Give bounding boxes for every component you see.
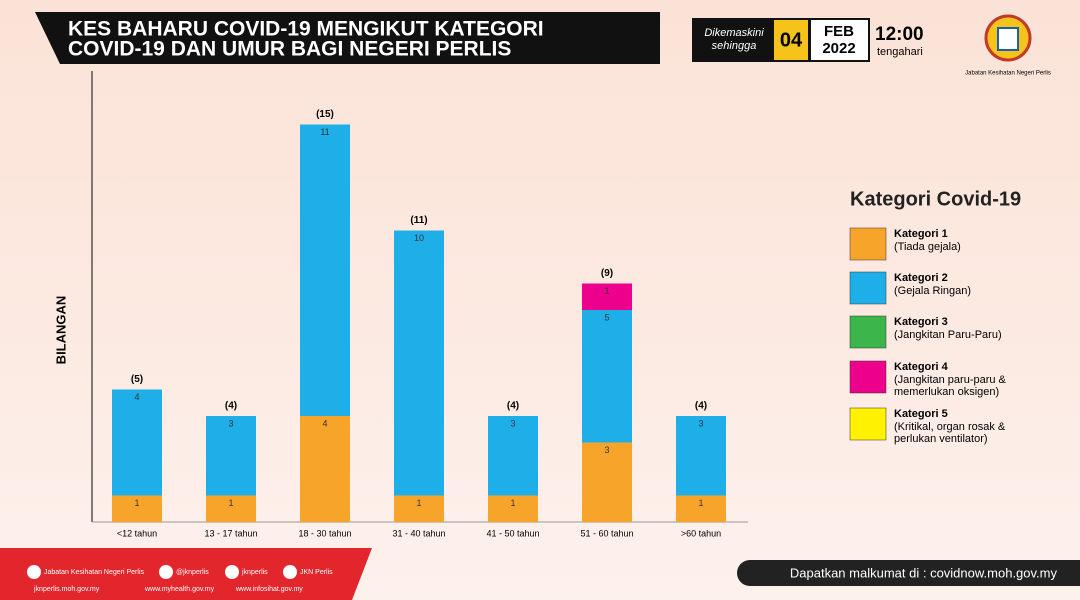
data-label: 11 — [320, 127, 329, 137]
data-label: 1 — [604, 286, 609, 296]
data-label: 3 — [604, 445, 609, 455]
bar-segment — [112, 495, 162, 522]
time-label: tengahari — [877, 46, 923, 58]
year: 2022 — [822, 40, 855, 57]
link: jknperlis.moh.gov.my — [33, 586, 100, 593]
twitter-icon — [159, 565, 173, 579]
data-label: 1 — [510, 498, 515, 508]
bar-segment — [582, 310, 632, 443]
web-icon — [283, 565, 297, 579]
x-tick-label: 18 - 30 tahun — [298, 528, 351, 538]
total-label: (4) — [225, 401, 237, 412]
bar-segment — [394, 230, 444, 496]
legend-name: Kategori 3 — [894, 316, 948, 328]
title-banner — [35, 12, 660, 64]
x-tick-label: 13 - 17 tahun — [204, 528, 257, 538]
x-tick-label: 31 - 40 tahun — [392, 528, 445, 538]
social: Jabatan Kesihatan Negeri Perlis — [44, 569, 145, 576]
total-label: (15) — [316, 109, 334, 120]
data-label: 4 — [134, 392, 139, 402]
month: FEB — [824, 23, 854, 40]
bar-segment — [676, 495, 726, 522]
x-tick-label: 51 - 60 tahun — [580, 528, 633, 538]
data-label: 1 — [228, 498, 233, 508]
bar-segment — [676, 416, 726, 496]
data-label: 1 — [134, 498, 139, 508]
social: JKN Perlis — [300, 569, 333, 576]
link: www.myhealth.gov.my — [144, 586, 215, 593]
info-bar — [737, 560, 1080, 586]
y-axis-label: BILANGAN — [53, 296, 68, 365]
legend-swatch — [849, 407, 887, 441]
bar-segment — [300, 124, 350, 416]
legend-description: (Kritikal, organ rosak & — [894, 421, 1006, 433]
title: KES BAHARU COVID-19 MENGIKUT KATEGORI — [68, 18, 544, 41]
bar-segment — [394, 495, 444, 522]
legend-swatch — [849, 271, 887, 305]
bar-segment — [300, 416, 350, 522]
data-label: 4 — [322, 418, 327, 428]
bar-segment — [112, 389, 162, 496]
legend-description: (Jangkitan paru-paru & — [894, 374, 1007, 386]
instagram-icon — [225, 565, 239, 579]
info: Dapatkan malkumat di : covidnow.moh.gov.… — [790, 565, 1058, 580]
legend-swatch — [849, 315, 887, 349]
x-tick-label: <12 tahun — [117, 528, 157, 538]
legend-description: (Gejala Ringan) — [894, 285, 971, 297]
data-label: 3 — [698, 418, 703, 428]
data-label: 5 — [604, 312, 609, 322]
legend-swatch — [849, 360, 887, 394]
x-tick-label: 41 - 50 tahun — [486, 528, 539, 538]
legend-description: perlukan ventilator) — [894, 433, 988, 445]
social: jknperlis — [241, 569, 268, 576]
legend-name: Kategori 4 — [894, 361, 949, 373]
day-box — [774, 20, 808, 60]
total-label: (9) — [601, 268, 613, 279]
bar-segment — [206, 416, 256, 496]
agency: Jabatan Kesihatan Negeri Perlis — [965, 71, 1051, 77]
updated-label: sehingga — [712, 40, 757, 52]
data-label: 3 — [228, 418, 233, 428]
bar-segment — [488, 416, 538, 496]
total-label: (11) — [410, 215, 427, 226]
data-label: 10 — [414, 233, 424, 243]
total-label: (4) — [695, 401, 707, 412]
legend-swatch — [849, 227, 887, 261]
month-box — [811, 20, 868, 60]
bar-segment — [582, 283, 632, 310]
data-label: 1 — [416, 498, 421, 508]
updated-label: Dikemaskini — [704, 27, 764, 39]
legend-title: Kategori Covid-19 — [850, 188, 1021, 210]
legend-description: (Tiada gejala) — [894, 241, 961, 253]
total-label: (5) — [131, 374, 143, 385]
data-label: 1 — [698, 498, 703, 508]
bar-segment — [488, 495, 538, 522]
day: 04 — [780, 29, 803, 51]
bar-segment — [206, 495, 256, 522]
logo — [984, 14, 1032, 62]
bar-segment — [582, 442, 632, 522]
legend-name: Kategori 1 — [894, 228, 948, 240]
social: @jknperlis — [176, 569, 209, 576]
legend-name: Kategori 2 — [894, 272, 948, 284]
footer-band — [0, 548, 372, 600]
link: www.infosihat.gov.my — [235, 586, 303, 593]
x-tick-label: >60 tahun — [681, 528, 721, 538]
total-label: (4) — [507, 401, 519, 412]
time: 12:00 — [875, 24, 924, 45]
facebook-icon — [27, 565, 41, 579]
data-label: 3 — [510, 418, 515, 428]
legend-description: memerlukan oksigen) — [894, 386, 999, 398]
title: COVID-19 DAN UMUR BAGI NEGERI PERLIS — [68, 38, 511, 61]
legend-description: (Jangkitan Paru-Paru) — [894, 329, 1002, 341]
legend-name: Kategori 5 — [894, 408, 948, 420]
